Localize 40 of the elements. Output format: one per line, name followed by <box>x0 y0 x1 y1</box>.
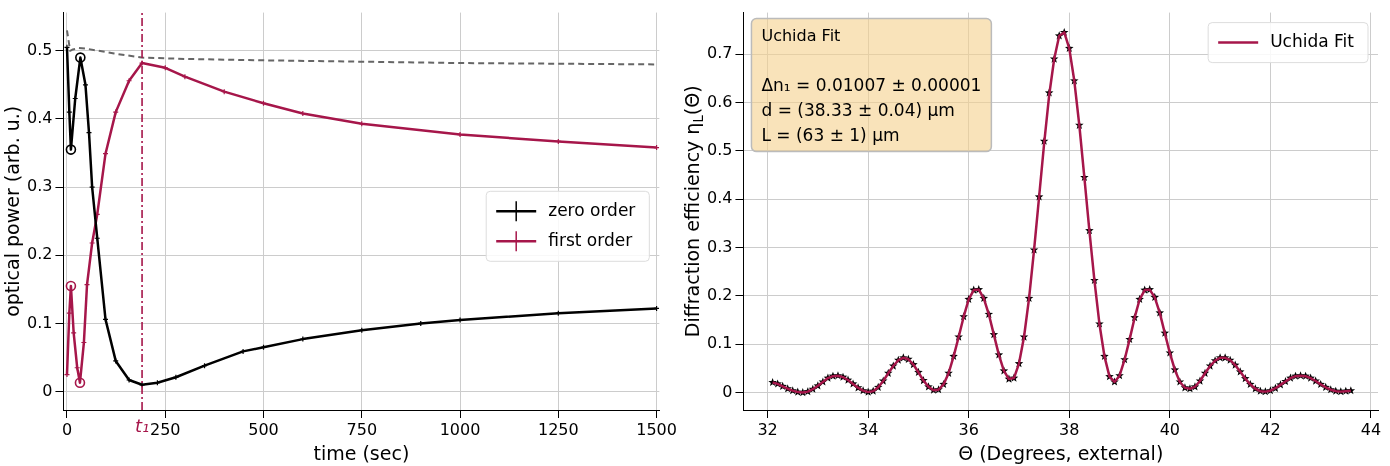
x-tick-label: 34 <box>857 419 879 439</box>
y-tick-label: 0.1 <box>706 333 733 353</box>
ref-line-label: t₁ <box>134 414 150 436</box>
annotation: d = (38.33 ± 0.04) μm <box>761 100 955 121</box>
x-axis-title: time (sec) <box>313 441 410 464</box>
y-tick-label: 0.4 <box>26 108 53 128</box>
y-tick-label: 0 <box>722 381 733 401</box>
x-axis-title: Θ (Degrees, external) <box>958 441 1164 464</box>
x-tick-label: 42 <box>1260 419 1281 439</box>
y-axis-title: optical power (arb. u.) <box>0 105 23 317</box>
y-tick-label: 0.3 <box>26 176 53 196</box>
x-tick-label: 44 <box>1360 419 1382 439</box>
x-tick-label: 250 <box>149 419 181 439</box>
x-tick-label: 32 <box>757 419 778 439</box>
annotation: Uchida Fit <box>761 25 841 45</box>
annotation: L = (63 ± 1) μm <box>761 125 900 146</box>
x-tick-label: 500 <box>248 419 279 439</box>
y-axis-title: Diffraction efficiency ηL(Θ) <box>680 85 707 338</box>
y-tick-label: 0.2 <box>26 244 53 264</box>
y-tick-label: 0.1 <box>26 312 53 332</box>
x-tick-label: 40 <box>1159 419 1181 439</box>
legend-label: first order <box>548 229 633 250</box>
x-tick-label: 1250 <box>537 419 579 439</box>
x-tick-label: 38 <box>1059 419 1080 439</box>
legend-label: Uchida Fit <box>1270 31 1355 52</box>
annotation: Δn₁ = 0.01007 ± 0.00001 <box>761 75 982 96</box>
y-tick-label: 0.2 <box>706 285 733 305</box>
y-tick-label: 0.4 <box>706 188 733 208</box>
y-tick-label: 0.6 <box>706 91 733 111</box>
x-tick-label: 750 <box>346 419 378 439</box>
x-tick-label: 1500 <box>636 419 677 439</box>
y-tick-label: 0.7 <box>706 43 733 63</box>
x-tick-label: 0 <box>61 419 73 439</box>
y-tick-label: 0 <box>42 380 53 400</box>
x-tick-label: 1000 <box>439 419 481 439</box>
legend-label: zero order <box>548 199 636 220</box>
y-tick-label: 0.5 <box>706 140 733 160</box>
y-tick-label: 0.5 <box>26 39 53 59</box>
y-tick-label: 0.3 <box>706 236 733 256</box>
x-tick-label: 36 <box>958 419 979 439</box>
